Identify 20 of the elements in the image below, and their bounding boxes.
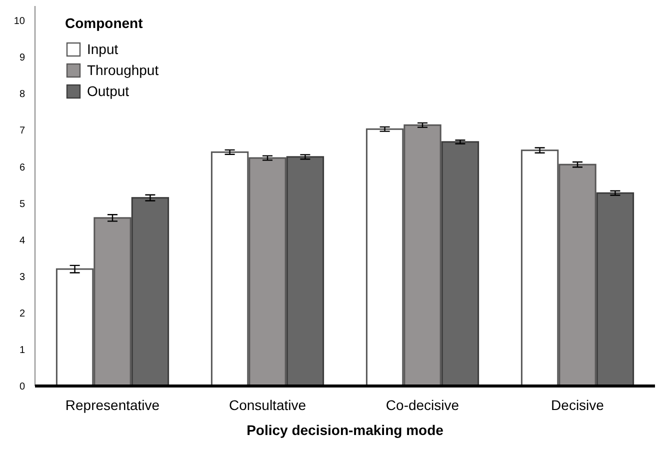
y-tick-label: 2 bbox=[19, 308, 26, 320]
y-tick-label: 10 bbox=[14, 16, 26, 28]
legend-title: Component bbox=[65, 15, 144, 31]
y-tick-label: 6 bbox=[19, 162, 26, 174]
x-tick-label: Decisive bbox=[551, 397, 604, 413]
y-tick-label: 9 bbox=[19, 52, 26, 64]
legend-label: Input bbox=[87, 41, 118, 57]
x-tick-label: Consultative bbox=[228, 397, 306, 413]
x-tick-label: Representative bbox=[65, 397, 160, 413]
y-tick-label: 8 bbox=[19, 89, 26, 100]
legend-label: Output bbox=[87, 83, 130, 99]
legend-label: Throughput bbox=[87, 62, 159, 78]
y-tick-label: 4 bbox=[19, 235, 26, 246]
y-tick-label: 0 bbox=[19, 382, 26, 392]
x-axis-title: Policy decision-making mode bbox=[246, 422, 444, 438]
y-tick-label: 3 bbox=[19, 272, 26, 283]
y-tick-label: 7 bbox=[19, 126, 26, 137]
y-tick-label: 5 bbox=[19, 198, 26, 210]
y-tick-label: 1 bbox=[19, 344, 26, 356]
x-tick-label: Co-decisive bbox=[386, 397, 460, 413]
